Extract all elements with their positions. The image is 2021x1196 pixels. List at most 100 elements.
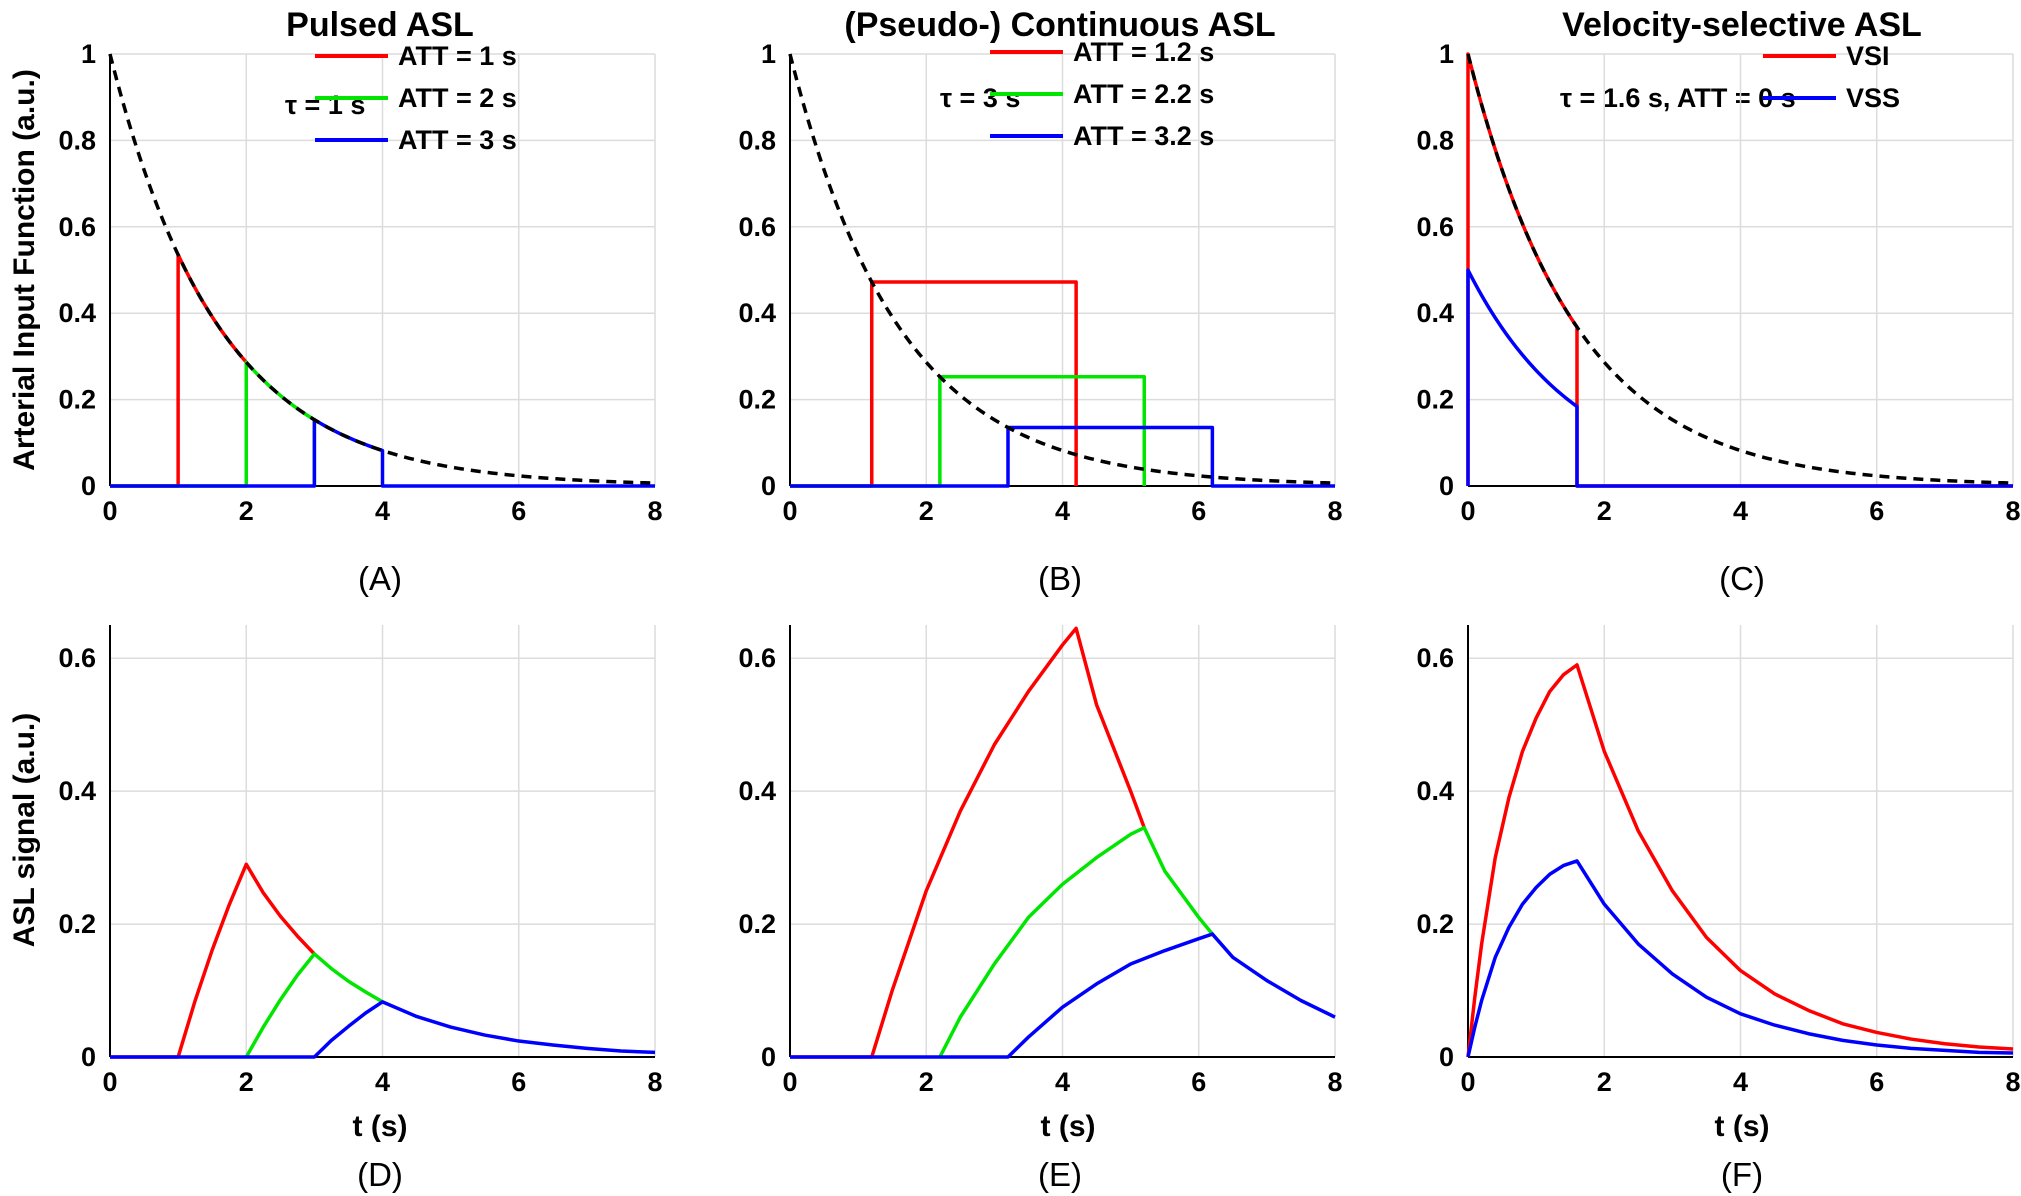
- panel-a-ytick-0: 0: [81, 471, 96, 501]
- panel-a-xtick-0: 0: [102, 496, 117, 526]
- panel-a-caption: (A): [358, 560, 402, 597]
- panel-e-xlabel: t (s): [1041, 1110, 1096, 1143]
- panel-b-ytick-5: 1: [761, 39, 776, 69]
- panel-a-decay-curve: [108, 53, 656, 485]
- panel-b-ytick-2: 0.4: [738, 298, 776, 328]
- panel-f-caption: (F): [1721, 1156, 1763, 1193]
- panel-b-annotation: τ = 3 s: [940, 83, 1020, 113]
- panel-f-xtick-4: 8: [2005, 1067, 2020, 1097]
- panel-c-ytick-1: 0.2: [1416, 385, 1454, 415]
- panel-e-series-0: [790, 626, 1146, 1059]
- panel-e-ytick-0: 0: [761, 1042, 776, 1072]
- panel-e-xtick-4: 8: [1327, 1067, 1342, 1097]
- panel-f-xlabel: t (s): [1715, 1110, 1770, 1143]
- panel-b-xtick-3: 6: [1191, 496, 1206, 526]
- panel-c-ytick-0: 0: [1439, 471, 1454, 501]
- panel-c-annotation: τ = 1.6 s, ATT = 0 s: [1560, 83, 1796, 113]
- panel-a-legend-label-0: ATT = 1 s: [398, 41, 517, 71]
- panel-a-ytick-4: 0.8: [58, 125, 96, 155]
- panel-c-caption: (C): [1719, 560, 1765, 597]
- panel-c-xtick-3: 6: [1869, 496, 1884, 526]
- panel-d-series-2: [110, 1000, 656, 1059]
- panel-d: ASL signal (a.u.) t (s) (D) 0 2 4 6 8 0 0.2 0.4…: [8, 625, 663, 1193]
- panel-f-xtick-0: 0: [1460, 1067, 1475, 1097]
- panel-a-xtick-3: 6: [511, 496, 526, 526]
- panel-f-ytick-2: 0.4: [1416, 776, 1454, 806]
- panel-c-legend-label-1: VSS: [1846, 83, 1900, 113]
- panel-f-xtick-2: 4: [1733, 1067, 1748, 1097]
- panel-a-ytick-3: 0.6: [58, 212, 96, 242]
- panel-e-xtick-2: 4: [1055, 1067, 1070, 1097]
- panel-d-xtick-4: 8: [647, 1067, 662, 1097]
- panel-f-ytick-3: 0.6: [1416, 643, 1454, 673]
- panel-f-series-1: [1466, 859, 2014, 1058]
- panel-f-xtick-3: 6: [1869, 1067, 1884, 1097]
- panel-d-series-1: [244, 952, 384, 1058]
- panel-d-xtick-3: 6: [511, 1067, 526, 1097]
- panel-b: (Pseudo-) Continuous ASL (B) τ = 3 s 0 2 4…: [738, 6, 1342, 597]
- panel-e-series-2: [790, 932, 1336, 1059]
- panel-c-title: Velocity-selective ASL: [1562, 6, 1922, 44]
- panel-a-legend-label-2: ATT = 3 s: [398, 125, 517, 155]
- panel-e-ytick-2: 0.4: [738, 776, 776, 806]
- panel-d-series-0: [110, 862, 316, 1059]
- panel-a: Pulsed ASL Arterial Input Function (a.u.…: [8, 6, 663, 597]
- panel-c-decay-curve: [1466, 53, 2014, 485]
- panel-c-series-0: [1466, 52, 2013, 488]
- panel-b-xtick-2: 4: [1055, 496, 1070, 526]
- panel-a-ytick-2: 0.4: [58, 298, 96, 328]
- panel-a-series-1: [110, 360, 317, 488]
- panel-e-xtick-3: 6: [1191, 1067, 1206, 1097]
- panel-d-ytick-2: 0.4: [58, 776, 96, 806]
- panel-b-ytick-1: 0.2: [738, 385, 776, 415]
- panel-c-ytick-4: 0.8: [1416, 125, 1454, 155]
- panel-a-ytick-1: 0.2: [58, 385, 96, 415]
- panel-a-title: Pulsed ASL: [286, 6, 474, 44]
- panel-c-xtick-1: 2: [1597, 496, 1612, 526]
- panel-e-ytick-3: 0.6: [738, 643, 776, 673]
- panel-b-xtick-4: 8: [1327, 496, 1342, 526]
- panel-a-xtick-4: 8: [647, 496, 662, 526]
- panel-b-ytick-4: 0.8: [738, 125, 776, 155]
- panel-c-series-1: [1466, 268, 2013, 488]
- panel-b-caption: (B): [1038, 560, 1082, 597]
- panel-e: t (s) (E) 0 2 4 6 8 0 0.2 0.4 0.6: [738, 625, 1343, 1193]
- panel-d-ytick-3: 0.6: [58, 643, 96, 673]
- panel-a-xtick-1: 2: [239, 496, 254, 526]
- panel-f-ytick-0: 0: [1439, 1042, 1454, 1072]
- panel-d-xtick-1: 2: [239, 1067, 254, 1097]
- panel-c-xtick-2: 4: [1733, 496, 1748, 526]
- panel-c-ytick-3: 0.6: [1416, 212, 1454, 242]
- panel-b-legend-label-1: ATT = 2.2 s: [1073, 79, 1214, 109]
- panel-e-xtick-0: 0: [782, 1067, 797, 1097]
- panel-f-ytick-1: 0.2: [1416, 909, 1454, 939]
- panel-b-series-2: [790, 425, 1335, 488]
- panel-d-ytick-1: 0.2: [58, 909, 96, 939]
- panel-c-xtick-0: 0: [1460, 496, 1475, 526]
- panel-d-xtick-0: 0: [102, 1067, 117, 1097]
- panel-b-title: (Pseudo-) Continuous ASL: [844, 6, 1275, 44]
- panel-c-legend-label-0: VSI: [1846, 41, 1890, 71]
- panel-a-legend-label-1: ATT = 2 s: [398, 83, 517, 113]
- panel-d-caption: (D): [357, 1156, 403, 1193]
- panel-b-xtick-0: 0: [782, 496, 797, 526]
- panel-c: Velocity-selective ASL (C) τ = 1.6 s, AT…: [1416, 6, 2020, 597]
- panel-c-xtick-4: 8: [2005, 496, 2020, 526]
- panel-d-ylabel: ASL signal (a.u.): [8, 713, 41, 947]
- panel-a-annotation: τ = 1 s: [285, 90, 365, 120]
- panel-b-legend-label-0: ATT = 1.2 s: [1073, 37, 1214, 67]
- panel-b-series-1: [790, 375, 1146, 488]
- panel-d-xlabel: t (s): [353, 1110, 408, 1143]
- panel-b-decay-curve: [788, 53, 1336, 485]
- panel-b-ytick-0: 0: [761, 471, 776, 501]
- panel-d-ytick-0: 0: [81, 1042, 96, 1072]
- panel-e-xtick-1: 2: [919, 1067, 934, 1097]
- panel-d-xtick-2: 4: [375, 1067, 390, 1097]
- panel-e-series-1: [938, 825, 1214, 1058]
- panel-c-ytick-2: 0.4: [1416, 298, 1454, 328]
- panel-f-xtick-1: 2: [1597, 1067, 1612, 1097]
- panel-c-ytick-5: 1: [1439, 39, 1454, 69]
- panel-a-ytick-5: 1: [81, 39, 96, 69]
- panel-a-ylabel: Arterial Input Function (a.u.): [8, 69, 41, 471]
